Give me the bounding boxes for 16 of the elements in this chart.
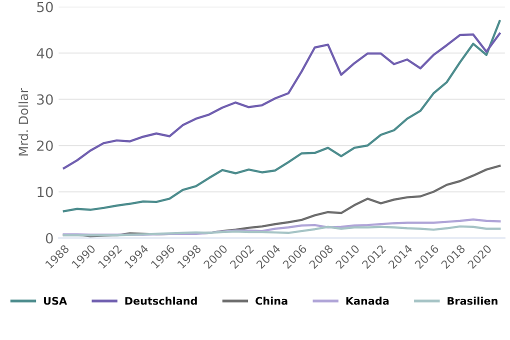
legend-label: USA bbox=[44, 296, 68, 305]
legend-label: China bbox=[256, 296, 288, 305]
line-series bbox=[62, 225, 501, 236]
line-series bbox=[62, 32, 501, 170]
y-tick-label: 30 bbox=[37, 94, 53, 105]
line-series bbox=[62, 218, 501, 236]
y-tick-label: 40 bbox=[36, 48, 53, 59]
y-tick-label: 10 bbox=[38, 186, 53, 198]
y-tick-label: 20 bbox=[37, 140, 53, 151]
legend-label: Deutschland bbox=[125, 296, 197, 305]
y-tick-label: 0 bbox=[46, 232, 53, 244]
y-tick-label: 50 bbox=[37, 2, 53, 12]
legend-label: Brasilien bbox=[448, 296, 498, 305]
legend-label: Kanada bbox=[346, 296, 389, 305]
y-axis-title: Mrd. Dollar bbox=[18, 88, 28, 156]
line-series bbox=[62, 20, 501, 212]
